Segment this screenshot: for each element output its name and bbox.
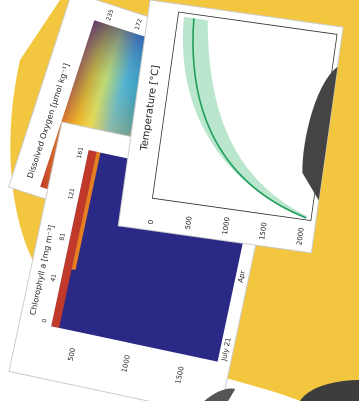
tick-label: 172 <box>134 18 144 31</box>
y-tick-label: 121 <box>67 187 76 200</box>
tick-label: 235 <box>105 9 115 22</box>
y-tick-label: 0 <box>41 318 49 323</box>
y-tick-label: 81 <box>58 232 66 241</box>
page-curl <box>302 66 338 201</box>
corner-shape <box>300 380 359 401</box>
x-tick-label: 0 <box>147 219 156 225</box>
x-tick-label: 1500 <box>174 366 186 385</box>
temperature-sheet: Temperature [°C] 0 500 1000 1500 2000 <box>117 0 344 254</box>
page-curl <box>194 388 236 401</box>
x-tick-label: 1500 <box>258 222 268 241</box>
x-tick-label: 500 <box>67 347 78 362</box>
x-tick-label: 500 <box>184 216 194 230</box>
x-tick-label: 2000 <box>295 227 305 246</box>
y-tick-label: 41 <box>50 273 58 282</box>
x-tick-label: 1000 <box>120 354 132 373</box>
surface-band <box>51 150 97 328</box>
date-label: Apr <box>237 270 247 284</box>
y-tick-label: 161 <box>76 146 85 159</box>
x-tick-label: 1000 <box>221 217 231 236</box>
temperature-line <box>192 18 307 219</box>
surface-band <box>71 151 101 271</box>
